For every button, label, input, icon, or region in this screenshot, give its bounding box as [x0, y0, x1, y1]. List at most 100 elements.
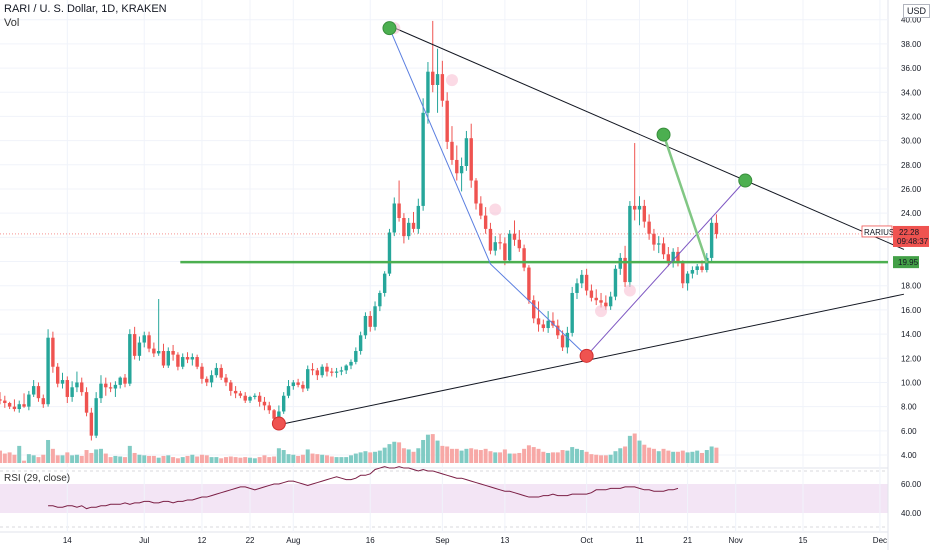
- candle-body: [628, 205, 632, 283]
- candle-body: [507, 233, 512, 261]
- volume-bar: [166, 455, 171, 463]
- volume-bar: [349, 455, 354, 463]
- candle-body: [330, 371, 334, 373]
- volume-bar: [262, 455, 267, 463]
- candle-body: [41, 398, 45, 405]
- volume-bar: [618, 448, 623, 463]
- volume-bar: [296, 455, 301, 463]
- candle-body: [450, 141, 454, 160]
- candle-body: [387, 232, 392, 274]
- candle-body: [185, 357, 190, 360]
- candle-body: [257, 395, 262, 402]
- volume-bar: [108, 457, 113, 463]
- candle-body: [613, 268, 618, 297]
- candle-body: [3, 400, 7, 404]
- candle-body: [22, 404, 26, 407]
- volume-bar: [243, 457, 248, 463]
- candle-body: [137, 342, 142, 356]
- volume-bar: [478, 450, 483, 463]
- candle-body: [334, 371, 339, 373]
- candle-body: [455, 159, 459, 174]
- volume-bar: [675, 451, 680, 463]
- volume-bar: [560, 450, 565, 463]
- volume-bar: [339, 457, 344, 463]
- volume-bar: [219, 458, 224, 463]
- volume-bar: [22, 460, 27, 463]
- volume-bar: [252, 458, 257, 463]
- swing-point: [382, 21, 397, 36]
- price-tick-label: 16.00: [901, 306, 922, 315]
- candle-body: [281, 395, 286, 412]
- candle-body: [55, 366, 60, 384]
- volume-bar: [89, 452, 94, 463]
- candle-body: [378, 292, 382, 307]
- volume-bar: [94, 449, 99, 463]
- candle-body: [205, 378, 209, 383]
- volume-bar: [180, 457, 185, 463]
- candle-body: [286, 386, 291, 396]
- time-tick-label: 15: [799, 536, 808, 545]
- candle-body: [89, 412, 94, 436]
- candle-body: [132, 334, 137, 356]
- volume-bar: [272, 456, 277, 463]
- volume-bar: [353, 453, 358, 463]
- volume-bar: [651, 448, 656, 463]
- volume-bar: [127, 445, 132, 463]
- candle-body: [459, 166, 464, 174]
- volume-bar: [570, 447, 575, 463]
- symbol-title: RARI / U. S. Dollar, 1D, KRAKEN: [4, 3, 167, 15]
- candle-body: [243, 395, 247, 401]
- candle-body: [123, 377, 127, 384]
- volume-bar: [671, 451, 676, 463]
- volume-bar: [223, 457, 228, 463]
- candle-body: [488, 228, 493, 251]
- volume-bar: [526, 445, 531, 463]
- volume-bar: [382, 447, 387, 463]
- candle-body: [224, 377, 228, 383]
- candle-body: [498, 242, 502, 244]
- volume-bar: [79, 455, 84, 463]
- candle-body: [161, 351, 166, 366]
- candle-body: [36, 386, 41, 399]
- time-tick-label: 13: [500, 536, 509, 545]
- volume-bar: [700, 452, 705, 463]
- swing-point: [271, 416, 286, 431]
- volume-bar: [550, 452, 555, 463]
- volume-bar: [637, 440, 642, 463]
- volume-bar: [238, 457, 243, 463]
- candle-body: [65, 380, 70, 397]
- candle-body: [267, 405, 271, 411]
- candle-body: [60, 380, 65, 384]
- candle-body: [647, 221, 651, 234]
- volume-bar: [522, 448, 527, 463]
- rsi-line: [48, 466, 679, 510]
- volume-bar: [574, 448, 579, 463]
- volume-bar: [546, 452, 551, 463]
- candle-body: [358, 335, 363, 352]
- candle-body: [556, 325, 560, 336]
- time-tick-label: 12: [197, 536, 206, 545]
- candle-body: [705, 257, 709, 270]
- time-tick-label: 14: [63, 536, 72, 545]
- volume-bar: [123, 457, 128, 463]
- volume-bar: [445, 446, 450, 463]
- price-tick-label: 28.00: [901, 161, 922, 170]
- volume-bar: [142, 455, 147, 463]
- volume-bar: [507, 453, 512, 463]
- volume-bar: [435, 440, 440, 463]
- time-tick-label: Sep: [435, 536, 450, 545]
- candle-body: [147, 335, 151, 349]
- volume-bar: [291, 454, 296, 463]
- candle-body: [714, 222, 719, 234]
- price-tick-label: 34.00: [901, 88, 922, 97]
- candle-body: [51, 337, 55, 367]
- currency-button[interactable]: USD: [903, 4, 931, 18]
- volume-bar: [661, 448, 666, 463]
- volume-bar: [613, 451, 618, 463]
- candle-body: [604, 302, 608, 307]
- volume-bar: [666, 450, 671, 463]
- volume-bar: [608, 454, 613, 463]
- time-tick-label: 21: [683, 536, 692, 545]
- candle-body: [171, 351, 175, 355]
